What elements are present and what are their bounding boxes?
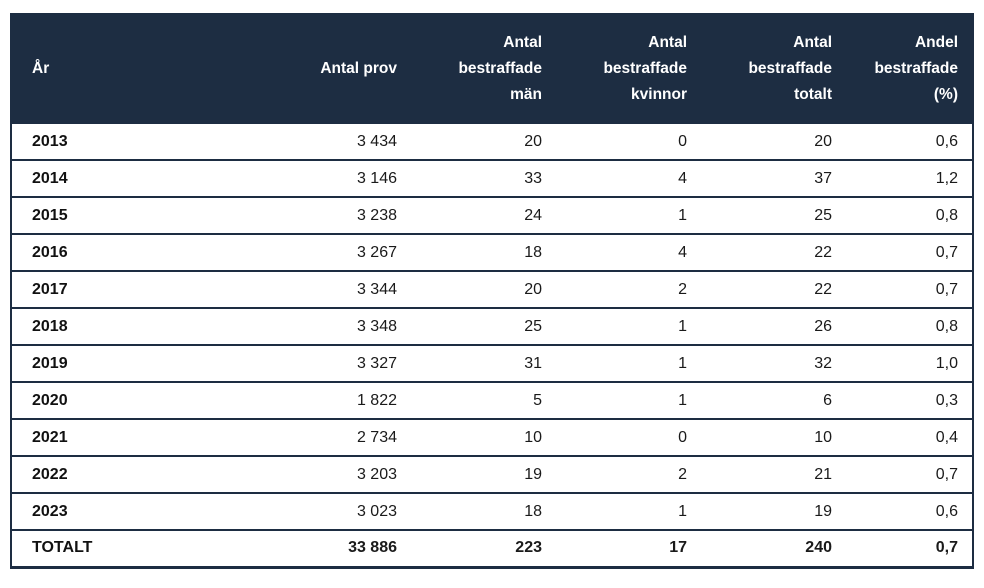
table-row-2017: 2017 3 344 20 2 22 0,7 [11,270,973,308]
doping-statistics-table: År Antal prov Antal bestraffade män Anta… [10,13,974,569]
cell-antal-prov: 3 203 [261,455,411,493]
cell-bestraffade-totalt: 21 [701,455,846,493]
cell-year: 2019 [11,344,261,382]
table-row-2018: 2018 3 348 25 1 26 0,8 [11,307,973,345]
table-row-2019: 2019 3 327 31 1 32 1,0 [11,344,973,382]
cell-year: 2017 [11,270,261,308]
cell-bestraffade-totalt: 25 [701,196,846,234]
cell-bestraffade-man: 5 [411,381,556,419]
cell-bestraffade-kvinnor: 0 [556,122,701,160]
column-header-andel-bestraffade: Andel bestraffade (%) [846,14,973,123]
cell-year: 2022 [11,455,261,493]
cell-andel-bestraffade: 0,7 [846,455,973,493]
cell-bestraffade-totalt: 26 [701,307,846,345]
cell-bestraffade-kvinnor: 2 [556,455,701,493]
cell-bestraffade-totalt: 32 [701,344,846,382]
cell-andel-bestraffade: 0,4 [846,418,973,456]
cell-bestraffade-totalt: 22 [701,270,846,308]
cell-bestraffade-totalt: 37 [701,159,846,197]
column-header-antal-bestraffade-man: Antal bestraffade män [411,14,556,123]
cell-antal-prov: 3 344 [261,270,411,308]
cell-total-andel-bestraffade: 0,7 [846,529,973,567]
cell-bestraffade-man: 24 [411,196,556,234]
column-header-label: År [32,59,50,77]
cell-antal-prov: 3 327 [261,344,411,382]
table-row-total: TOTALT 33 886 223 17 240 0,7 [11,529,973,567]
column-header-label: Antal prov [320,59,397,77]
cell-year: 2018 [11,307,261,345]
table-row-2014: 2014 3 146 33 4 37 1,2 [11,159,973,197]
cell-total-bestraffade-totalt: 240 [701,529,846,567]
cell-antal-prov: 2 734 [261,418,411,456]
table-row-2023: 2023 3 023 18 1 19 0,6 [11,492,973,530]
cell-bestraffade-kvinnor: 1 [556,492,701,530]
cell-antal-prov: 3 023 [261,492,411,530]
table-row-2022: 2022 3 203 19 2 21 0,7 [11,455,973,493]
cell-total-bestraffade-man: 223 [411,529,556,567]
column-header-antal-bestraffade-totalt: Antal bestraffade totalt [701,14,846,123]
cell-bestraffade-kvinnor: 2 [556,270,701,308]
cell-year: 2014 [11,159,261,197]
cell-year: 2020 [11,381,261,419]
column-header-antal-prov: Antal prov [261,14,411,123]
cell-andel-bestraffade: 0,3 [846,381,973,419]
cell-year: 2016 [11,233,261,271]
cell-bestraffade-man: 33 [411,159,556,197]
cell-bestraffade-totalt: 6 [701,381,846,419]
cell-total-label: TOTALT [11,529,261,567]
cell-bestraffade-man: 18 [411,492,556,530]
table-row-2013: 2013 3 434 20 0 20 0,6 [11,122,973,160]
cell-bestraffade-totalt: 19 [701,492,846,530]
cell-bestraffade-totalt: 10 [701,418,846,456]
cell-andel-bestraffade: 0,6 [846,492,973,530]
table-row-2016: 2016 3 267 18 4 22 0,7 [11,233,973,271]
column-header-ar: År [11,14,261,123]
cell-bestraffade-kvinnor: 4 [556,233,701,271]
cell-bestraffade-man: 18 [411,233,556,271]
cell-andel-bestraffade: 1,2 [846,159,973,197]
cell-bestraffade-kvinnor: 0 [556,418,701,456]
cell-antal-prov: 3 238 [261,196,411,234]
table-row-2015: 2015 3 238 24 1 25 0,8 [11,196,973,234]
cell-bestraffade-man: 20 [411,270,556,308]
cell-andel-bestraffade: 0,7 [846,233,973,271]
cell-total-antal-prov: 33 886 [261,529,411,567]
cell-andel-bestraffade: 0,6 [846,122,973,160]
cell-bestraffade-kvinnor: 4 [556,159,701,197]
statistics-table-container: År Antal prov Antal bestraffade män Anta… [10,13,974,569]
cell-bestraffade-man: 25 [411,307,556,345]
cell-bestraffade-man: 19 [411,455,556,493]
cell-bestraffade-kvinnor: 1 [556,307,701,345]
cell-andel-bestraffade: 0,8 [846,307,973,345]
cell-antal-prov: 3 434 [261,122,411,160]
cell-year: 2015 [11,196,261,234]
cell-bestraffade-man: 10 [411,418,556,456]
cell-year: 2021 [11,418,261,456]
cell-bestraffade-kvinnor: 1 [556,381,701,419]
header-row: År Antal prov Antal bestraffade män Anta… [11,14,973,123]
cell-antal-prov: 3 267 [261,233,411,271]
cell-andel-bestraffade: 1,0 [846,344,973,382]
cell-andel-bestraffade: 0,7 [846,270,973,308]
cell-bestraffade-kvinnor: 1 [556,196,701,234]
cell-antal-prov: 3 146 [261,159,411,197]
cell-bestraffade-kvinnor: 1 [556,344,701,382]
column-header-antal-bestraffade-kvinnor: Antal bestraffade kvinnor [556,14,701,123]
cell-total-bestraffade-kvinnor: 17 [556,529,701,567]
cell-antal-prov: 1 822 [261,381,411,419]
cell-bestraffade-man: 31 [411,344,556,382]
cell-year: 2013 [11,122,261,160]
cell-andel-bestraffade: 0,8 [846,196,973,234]
cell-bestraffade-totalt: 20 [701,122,846,160]
table-row-2021: 2021 2 734 10 0 10 0,4 [11,418,973,456]
cell-bestraffade-man: 20 [411,122,556,160]
cell-antal-prov: 3 348 [261,307,411,345]
table-row-2020: 2020 1 822 5 1 6 0,3 [11,381,973,419]
cell-bestraffade-totalt: 22 [701,233,846,271]
cell-year: 2023 [11,492,261,530]
